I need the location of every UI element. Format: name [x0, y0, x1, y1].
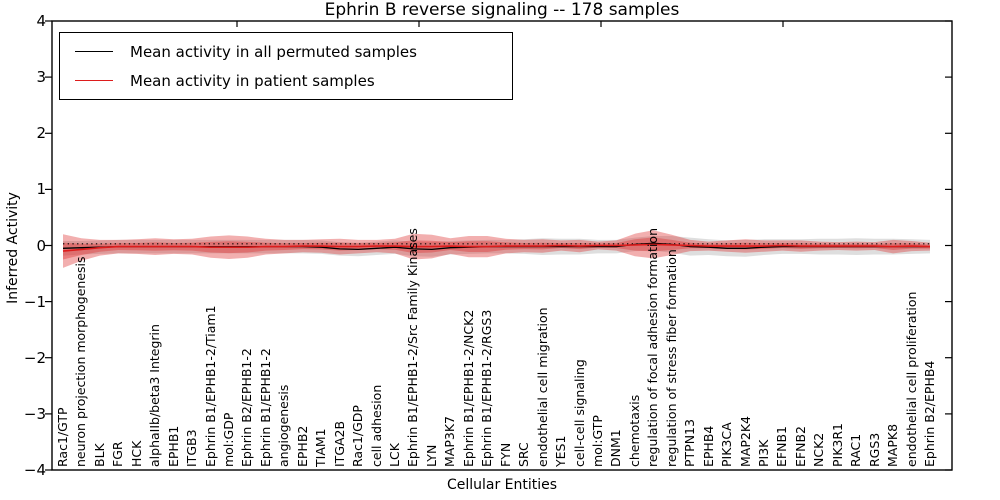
- x-category-label: RAC1: [848, 433, 864, 467]
- x-category-label: endothelial cell proliferation: [903, 291, 919, 467]
- x-category-label: chemotaxis: [626, 394, 642, 467]
- band-layer: [63, 230, 930, 268]
- x-category-label: neuron projection morphogenesis: [73, 256, 89, 467]
- legend-label: Mean activity in all permuted samples: [130, 42, 417, 61]
- y-tick-label: −3: [23, 404, 46, 423]
- x-category-label: Ephrin B1/EPHB1-2/RGS3: [479, 309, 495, 467]
- y-tick-label: −2: [23, 348, 46, 367]
- y-tick-label: −1: [23, 292, 46, 311]
- x-category-label: Rac1/GDP: [350, 405, 366, 467]
- x-category-label: EFNB1: [774, 426, 790, 467]
- x-category-label: DNM1: [608, 429, 624, 467]
- x-category-label: Ephrin B1/EPHB1-2/Tiam1: [202, 305, 218, 467]
- x-category-label: angiogenesis: [276, 384, 292, 467]
- x-category-label: regulation of stress fiber formation: [663, 249, 679, 467]
- x-category-label: MAP2K4: [737, 416, 753, 467]
- x-category-label: HCK: [128, 440, 144, 467]
- x-category-label: EPHB2: [294, 425, 310, 467]
- x-category-label: regulation of focal adhesion formation: [645, 228, 661, 467]
- x-category-label: Rac1/GTP: [55, 407, 70, 467]
- patient-envelope-outer: [63, 230, 930, 268]
- x-category-label: FYN: [497, 442, 513, 467]
- x-category-label: BLK: [91, 443, 107, 467]
- x-category-label: alphaIIb/beta3 Integrin: [147, 324, 163, 467]
- legend: Mean activity in all permuted samples Me…: [59, 32, 513, 100]
- y-tick-label: 1: [36, 180, 46, 199]
- x-category-label: Ephrin B2/EPHB1-2: [239, 348, 255, 467]
- x-category-label: PI3K: [755, 439, 771, 467]
- x-category-label: ITGB3: [184, 429, 200, 467]
- x-category-label: Ephrin B2/EPHB4: [922, 360, 937, 467]
- plot-frame: [51, 20, 953, 471]
- x-category-label: LCK: [387, 443, 403, 467]
- y-tick-label: 3: [36, 68, 46, 87]
- x-axis-label: Cellular Entities: [446, 477, 558, 493]
- x-category-label: FGR: [110, 441, 126, 467]
- x-category-label: cell adhesion: [368, 384, 384, 467]
- x-category-label: EPHB1: [165, 425, 181, 467]
- y-tick-label: 2: [36, 124, 46, 143]
- legend-line-sample-black: [75, 51, 113, 52]
- patient-mean-line: [62, 243, 931, 252]
- patient-envelope-inner: [63, 237, 930, 260]
- legend-item: Mean activity in all permuted samples: [60, 37, 512, 66]
- x-category-label: EPHB4: [700, 425, 716, 467]
- x-category-label: ITGA2B: [331, 420, 347, 467]
- x-category-label: LYN: [423, 444, 439, 467]
- x-category-label: RGS3: [866, 432, 882, 467]
- x-category-label: PTPN13: [682, 419, 698, 467]
- x-category-label: Ephrin B1/EPHB1-2/Src Family Kinases: [405, 228, 421, 467]
- y-tick-label: −4: [23, 460, 46, 479]
- x-category-label: YES1: [553, 435, 569, 467]
- x-category-label: PIK3CA: [719, 422, 735, 467]
- chart-title: Ephrin B reverse signaling -- 178 sample…: [324, 0, 680, 20]
- x-category-label: SRC: [516, 442, 532, 467]
- y-tick-label: 0: [36, 236, 46, 255]
- x-category-label: endothelial cell migration: [534, 307, 550, 467]
- x-category-label: MAPK8: [885, 423, 901, 467]
- x-category-label: Ephrin B1/EPHB1-2/NCK2: [460, 309, 476, 467]
- legend-line-sample-red: [75, 80, 113, 81]
- x-category-label: mol:GDP: [221, 412, 237, 467]
- legend-item: Mean activity in patient samples: [60, 66, 512, 95]
- x-category-label: PIK3R1: [829, 422, 845, 467]
- x-category-label: NCK2: [811, 432, 827, 467]
- x-category-label: TIAM1: [313, 428, 329, 467]
- x-category-label: Ephrin B1/EPHB1-2: [257, 348, 273, 467]
- x-category-label: EFNB2: [792, 426, 808, 467]
- x-category-label: mol:GTP: [589, 415, 605, 467]
- y-tick-label: 4: [36, 12, 46, 31]
- x-category-label: MAP3K7: [442, 416, 458, 467]
- x-category-label: cell-cell signaling: [571, 359, 587, 467]
- legend-label: Mean activity in patient samples: [130, 71, 375, 90]
